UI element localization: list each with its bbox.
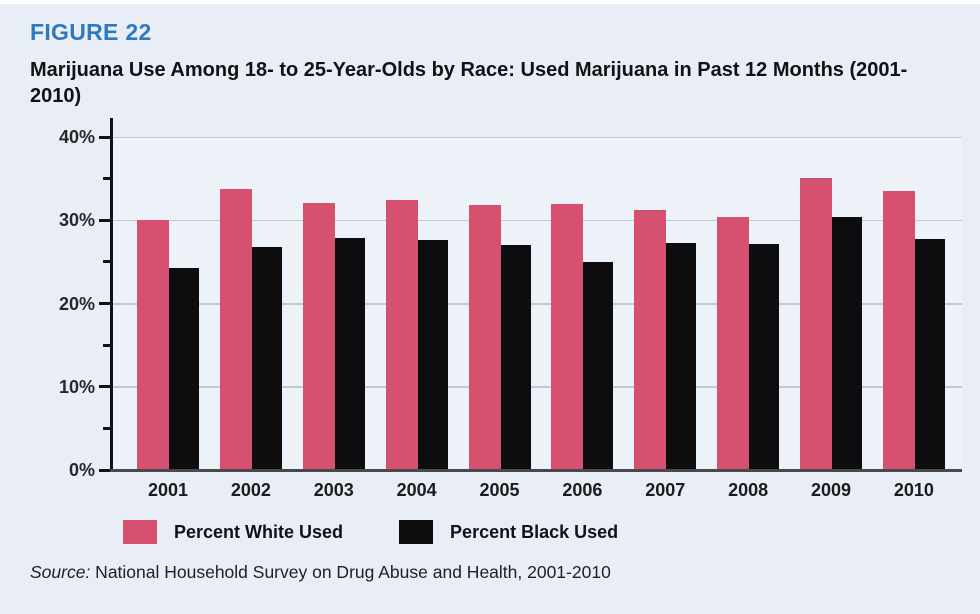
- bar-black-2004: [417, 240, 448, 470]
- bars-row: 2001 2002 2003 2004 2005 2006 2007 2008 2009 2010: [113, 137, 962, 500]
- source-text: National Household Survey on Drug Abuse …: [90, 562, 611, 582]
- legend-item-black: Percent Black Used: [399, 520, 618, 544]
- y-tick-30: [99, 218, 110, 222]
- chart-title: Marijuana Use Among 18- to 25-Year-Olds …: [30, 59, 908, 107]
- x-axis-label-2001: 2001: [147, 480, 189, 500]
- bar-group-2009: 2009: [800, 137, 862, 500]
- y-minor-tick-25: [103, 260, 110, 264]
- figure-label: FIGURE 22: [30, 19, 152, 45]
- bar-white-2001: [137, 220, 169, 470]
- bar-white-2009: [800, 177, 832, 470]
- x-axis-label-2008: 2008: [728, 480, 769, 500]
- bar-black-2008: [749, 244, 780, 470]
- bar-white-2010: [882, 191, 915, 470]
- bar-group-2007: 2007: [634, 137, 697, 500]
- x-axis-label-2007: 2007: [645, 480, 686, 500]
- bar-white-2008: [717, 216, 750, 470]
- x-axis-label-2003: 2003: [313, 480, 354, 500]
- y-minor-tick-15: [103, 343, 110, 347]
- bar-black-2010: [914, 238, 945, 470]
- x-axis-label-2006: 2006: [562, 480, 603, 500]
- x-axis-baseline: [110, 469, 962, 472]
- x-axis-label-2004: 2004: [396, 480, 437, 500]
- y-tick-label-20: 20%: [58, 293, 95, 314]
- bar-white-2003: [302, 202, 335, 470]
- y-tick-label-10: 10%: [58, 376, 95, 397]
- bar-black-2003: [334, 237, 365, 470]
- bar-black-2005: [500, 245, 531, 470]
- y-tick-20: [99, 302, 110, 305]
- y-minor-tick-5: [103, 426, 110, 430]
- gridline-20: [113, 303, 962, 305]
- y-tick-10: [99, 385, 110, 389]
- bar-group-2006: 2006: [551, 137, 614, 500]
- source-line: Source: National Household Survey on Dru…: [30, 562, 611, 583]
- bar-white-2006: [551, 203, 584, 470]
- bar-black-2006: [583, 261, 614, 470]
- gridline-40: [113, 136, 962, 138]
- bar-group-2002: 2002: [219, 137, 282, 500]
- y-axis-line: [110, 118, 113, 137]
- legend-swatch-black: [399, 520, 434, 544]
- y-tick-0: [99, 468, 110, 472]
- x-axis-label-2005: 2005: [479, 480, 520, 500]
- x-axis-label-2002: 2002: [230, 480, 271, 500]
- legend-label-white: Percent White Used: [174, 521, 344, 542]
- bar-white-2002: [219, 189, 252, 470]
- bar-group-2005: 2005: [468, 137, 531, 500]
- bar-black-2001: [169, 267, 199, 470]
- legend: Percent White Used Percent Black Used: [123, 520, 618, 544]
- gridline-10: [113, 386, 962, 388]
- legend-item-white: Percent White Used: [123, 520, 343, 544]
- y-minor-tick-35: [103, 177, 110, 181]
- bar-group-2004: 2004: [385, 137, 448, 500]
- legend-label-black: Percent Black Used: [450, 521, 619, 542]
- bar-black-2009: [832, 216, 862, 470]
- source-prefix: Source:: [30, 562, 91, 582]
- x-axis-label-2010: 2010: [893, 480, 934, 500]
- x-axis-label-2009: 2009: [810, 480, 852, 500]
- y-tick-label-0: 0%: [68, 460, 95, 480]
- legend-swatch-white: [123, 520, 157, 544]
- plot-area: 0% 10% 20% 30% 40% 2001 2002 2003 2004 2005 2006 20…: [59, 118, 962, 500]
- y-tick-label-40: 40%: [58, 127, 95, 147]
- bar-group-2001: 2001: [137, 137, 199, 500]
- y-tick-label-30: 30%: [58, 210, 95, 231]
- bar-white-2004: [385, 200, 418, 470]
- bar-white-2005: [468, 205, 501, 470]
- bar-black-2002: [251, 246, 282, 470]
- bar-group-2008: 2008: [717, 137, 780, 500]
- bar-black-2007: [666, 242, 697, 470]
- bar-white-2007: [634, 210, 667, 470]
- top-white-strip: [0, 0, 980, 4]
- bar-group-2010: 2010: [882, 137, 945, 500]
- y-tick-40: [99, 135, 110, 139]
- bar-group-2003: 2003: [302, 137, 365, 500]
- gridline-30: [113, 219, 962, 222]
